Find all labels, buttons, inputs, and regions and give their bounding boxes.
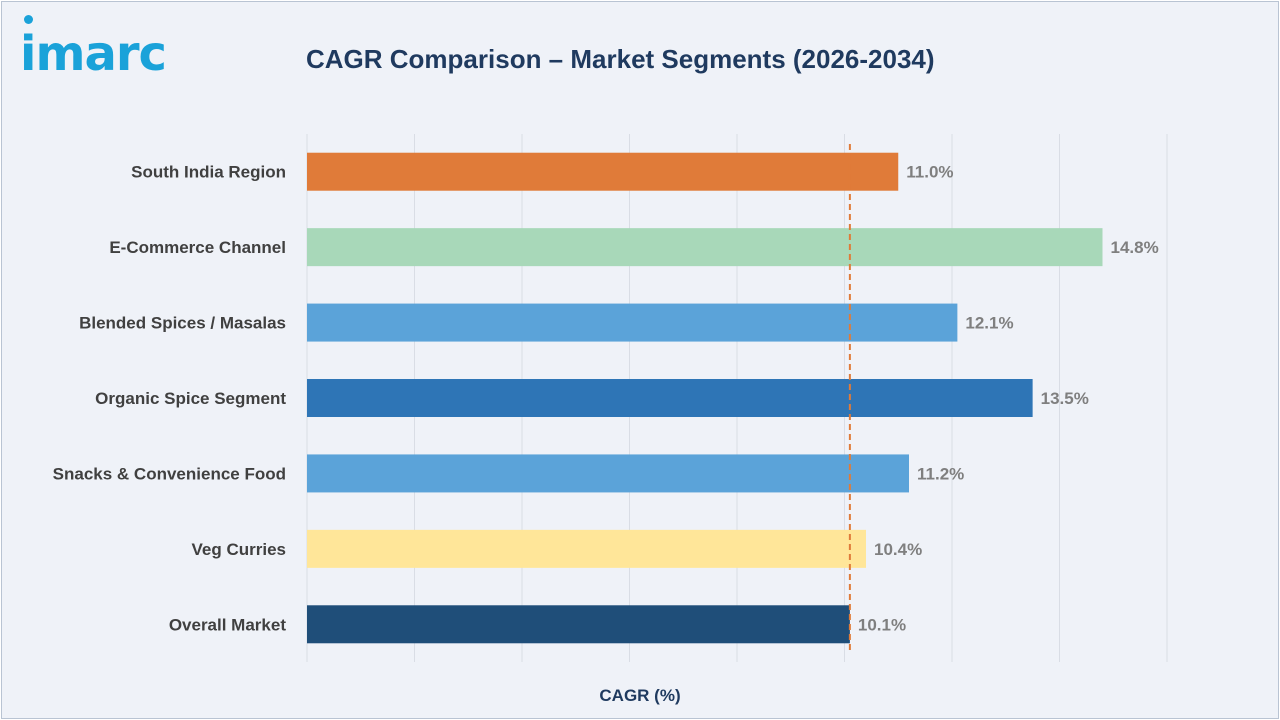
chart-title: CAGR Comparison – Market Segments (2026-… bbox=[306, 44, 935, 74]
imarc-logo: imarc bbox=[20, 26, 167, 82]
bar bbox=[307, 605, 850, 644]
bar bbox=[307, 379, 1033, 417]
bar bbox=[307, 454, 909, 493]
category-label: E-Commerce Channel bbox=[109, 238, 286, 257]
data-label: 12.1% bbox=[965, 314, 1013, 333]
bar bbox=[307, 529, 866, 568]
category-label: Overall Market bbox=[169, 615, 287, 634]
bar bbox=[307, 152, 899, 191]
data-label: 13.5% bbox=[1041, 389, 1089, 408]
data-label: 11.2% bbox=[917, 464, 964, 483]
data-label: 10.4% bbox=[874, 540, 922, 559]
bar bbox=[307, 228, 1103, 267]
bar bbox=[307, 303, 958, 342]
category-label: South India Region bbox=[131, 163, 286, 182]
category-label: Blended Spices / Masalas bbox=[79, 314, 286, 333]
data-label: 10.1% bbox=[858, 615, 906, 634]
data-label: 11.0% bbox=[906, 163, 953, 182]
data-label: 14.8% bbox=[1111, 238, 1159, 257]
category-label: Snacks & Convenience Food bbox=[53, 464, 286, 483]
category-label: Organic Spice Segment bbox=[95, 389, 286, 408]
category-label: Veg Curries bbox=[192, 540, 287, 559]
x-axis-label: CAGR (%) bbox=[599, 686, 681, 705]
logo-dot bbox=[24, 15, 33, 24]
